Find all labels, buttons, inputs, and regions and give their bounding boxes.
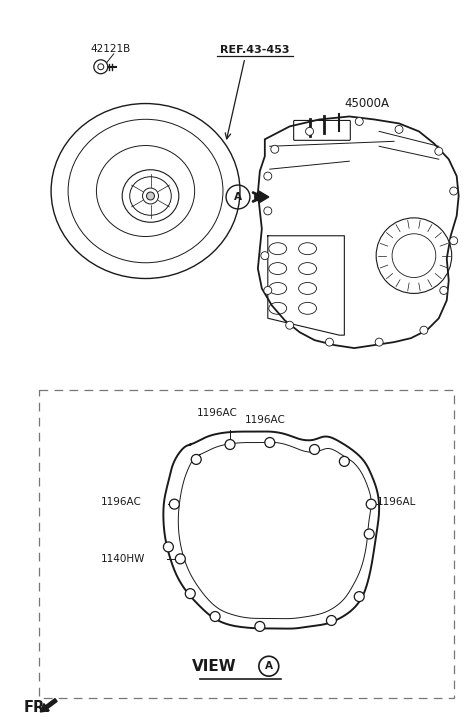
Circle shape [366,499,376,509]
Circle shape [354,592,364,601]
Circle shape [98,64,104,70]
Text: FR.: FR. [23,700,50,715]
Circle shape [225,440,235,449]
Text: 1140HW: 1140HW [101,554,145,564]
Circle shape [435,148,443,156]
Circle shape [142,188,158,204]
FancyArrow shape [255,191,269,203]
Text: 45000A: 45000A [345,97,389,110]
Bar [39,390,454,698]
Circle shape [264,207,272,215]
Text: 1196AC: 1196AC [245,414,286,425]
FancyArrow shape [40,699,57,712]
Circle shape [164,542,173,552]
Circle shape [395,126,403,133]
Text: 1196AC: 1196AC [101,497,141,507]
Circle shape [255,622,265,632]
Circle shape [265,438,275,448]
Circle shape [440,286,448,294]
Circle shape [147,192,155,200]
Circle shape [185,589,195,598]
Text: 1196AL: 1196AL [377,497,416,507]
Circle shape [339,457,349,467]
Text: A: A [234,192,242,202]
Text: REF.43-453: REF.43-453 [220,45,290,55]
Circle shape [364,529,374,539]
Circle shape [261,252,269,260]
Circle shape [420,326,428,334]
Circle shape [450,187,458,195]
Circle shape [355,118,363,126]
Text: A: A [265,661,273,671]
Circle shape [286,321,294,329]
Circle shape [375,338,383,346]
Circle shape [191,454,201,465]
Circle shape [175,554,185,564]
Circle shape [327,616,337,625]
Circle shape [325,338,333,346]
Circle shape [310,444,320,454]
Text: VIEW: VIEW [192,659,237,674]
Text: 1196AC: 1196AC [197,408,238,418]
Circle shape [264,172,272,180]
Circle shape [450,237,458,245]
Circle shape [271,145,279,153]
Circle shape [306,127,313,135]
Circle shape [210,611,220,622]
Text: 42121B: 42121B [91,44,131,54]
Circle shape [169,499,180,509]
Circle shape [264,286,272,294]
Circle shape [94,60,108,73]
